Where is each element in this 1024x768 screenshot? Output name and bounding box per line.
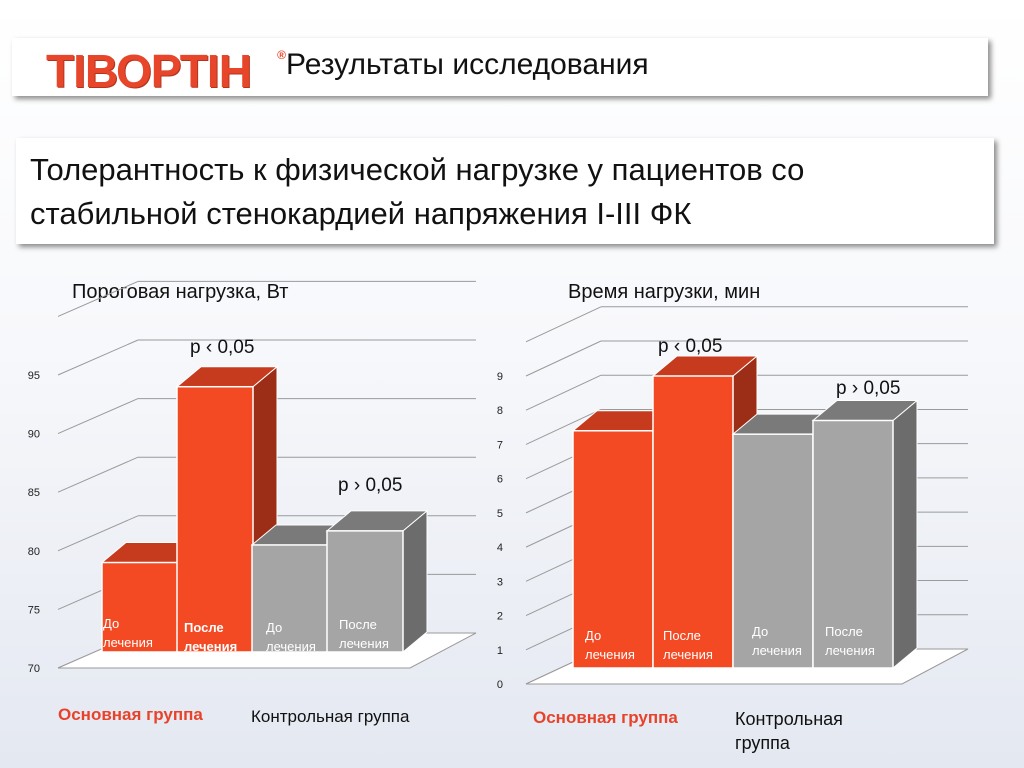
bar-label: лечения [339,636,389,651]
bar-label: До [266,620,282,635]
grid-diag-line [57,280,139,317]
grid-diag-line [57,515,139,552]
chart-title-time: Время нагрузки, мин [568,281,761,303]
bar-label: лечения [585,647,635,662]
y-tick-label: 0 [497,679,503,691]
y-tick-label: 70 [28,663,40,675]
subtitle-text: Толерантность к физической нагрузке у па… [30,152,805,231]
bar-label: После [339,617,377,632]
bar [732,433,814,669]
bar-label: лечения [752,643,802,658]
bar-label: После [825,624,863,639]
page-title: Результаты исследования [286,48,649,81]
p-value-annotation: p › 0,05 [338,475,402,496]
bar-label: лечения [663,647,713,662]
bar-label: До [585,628,601,643]
bar-side [402,509,428,654]
group-label-control-left: Контрольная группа [251,707,410,726]
bar [652,375,734,669]
y-tick-label: 95 [28,370,40,382]
y-tick-label: 85 [28,487,40,499]
y-tick-label: 90 [28,429,40,441]
p-value-annotation: p ‹ 0,05 [658,336,722,357]
grid-diag-line [525,306,602,343]
grid-diag-line [525,408,602,445]
y-tick-label: 5 [497,508,503,520]
y-tick-label: 1 [497,645,503,657]
p-value-annotation: p › 0,05 [836,378,900,399]
registered-mark-icon: ® [277,48,286,62]
group-label-control-right: Контрольная группа [735,709,843,753]
grid-diag-line [57,339,139,376]
bar-label: До [103,616,119,631]
y-tick-label: 80 [28,546,40,558]
y-tick-label: 75 [28,604,40,616]
bar-side [892,399,918,670]
y-tick-label: 7 [497,439,503,451]
subtitle-box: Толерантность к физической нагрузке у па… [16,138,994,244]
bar [251,544,329,653]
y-tick-label: 3 [497,576,503,588]
brand-logo: ТIВОРТIН ® [42,45,292,97]
bar [101,561,179,653]
group-label-main-right: Основная группа [533,708,678,727]
p-value-annotation: p ‹ 0,05 [190,337,254,358]
bar-label: До [752,624,768,639]
bar [812,419,894,669]
grid-diag-line [525,340,602,377]
grid-diag-line [525,374,602,411]
bar [326,530,404,653]
grid-diag-line [57,398,139,435]
header-bar: ТIВОРТIН ® Результаты исследования [12,38,988,97]
bar [176,385,254,653]
group-label-main-left: Основная группа [58,705,203,724]
bar-label: лечения [184,639,237,654]
bar-label: После [663,628,701,643]
bar [572,430,654,669]
y-tick-label: 8 [497,405,503,417]
logo-text: ТIВОРТIН [46,45,252,97]
bar-label: лечения [266,639,316,654]
y-tick-label: 6 [497,474,503,486]
bar-label: лечения [103,635,153,650]
y-tick-label: 4 [497,542,503,554]
bar-label: лечения [825,643,875,658]
y-tick-label: 2 [497,611,503,623]
bar-label: После [184,620,224,635]
grid-diag-line [57,456,139,493]
y-tick-label: 9 [497,371,503,383]
